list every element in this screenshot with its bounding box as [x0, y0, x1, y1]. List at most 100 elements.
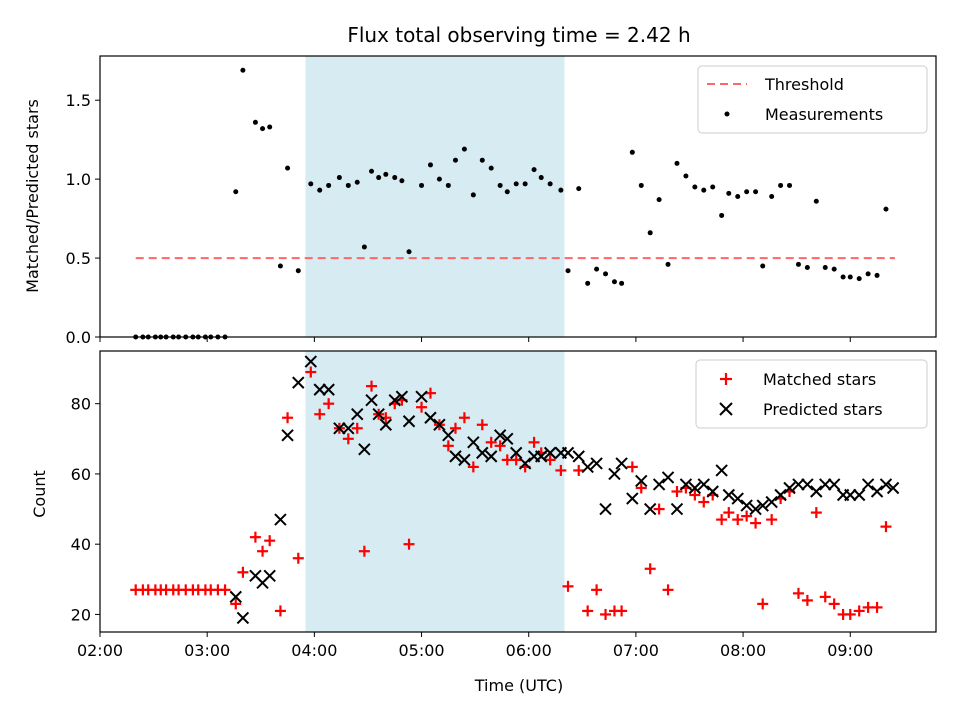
- predicted-star-point: [365, 393, 378, 407]
- matched-star-point: [249, 531, 261, 543]
- measurement-point: [619, 280, 625, 286]
- x-tick-label: 06:00: [506, 641, 552, 660]
- measurement-point: [260, 126, 266, 132]
- matched-star-point: [528, 436, 540, 448]
- predicted-star-point: [379, 418, 393, 431]
- matched-star-point: [424, 387, 436, 399]
- ratio-y-axis-label: Matched/Predicted stars: [23, 99, 42, 293]
- predicted-star-point: [819, 478, 832, 491]
- matched-star-point: [485, 436, 497, 448]
- predicted-star-point: [572, 450, 585, 463]
- predicted-star-point: [697, 478, 710, 491]
- x-tick-label: 05:00: [398, 641, 444, 660]
- measurement-point: [240, 67, 246, 73]
- predicted-star-point: [458, 453, 471, 467]
- matched-star-point: [766, 514, 778, 526]
- x-tick-label: 08:00: [720, 641, 766, 660]
- predicted-star-point: [493, 429, 507, 442]
- predicted-star-point: [467, 436, 480, 449]
- matched-star-point: [274, 605, 286, 617]
- measurement-point: [787, 182, 793, 188]
- x-tick-label: 03:00: [184, 641, 230, 660]
- measurement-point: [611, 279, 617, 285]
- predicted-star-point: [740, 499, 753, 512]
- matched-star-point: [351, 422, 363, 434]
- measurement-point: [488, 165, 494, 171]
- predicted-star-point: [304, 355, 317, 368]
- measurement-point: [479, 157, 485, 163]
- matched-star-point: [544, 454, 556, 466]
- predicted-star-point: [615, 457, 628, 470]
- predicted-star-point: [561, 446, 575, 460]
- matched-star-point: [626, 461, 638, 473]
- matched-star-point: [323, 398, 335, 410]
- measurement-point: [252, 119, 258, 125]
- measurement-point: [735, 194, 741, 199]
- measurement-point: [345, 182, 351, 188]
- count-axes-frame: [99, 350, 937, 633]
- predicted-star-point: [599, 502, 612, 516]
- measurement-point: [629, 149, 635, 155]
- predicted-star-point: [236, 611, 250, 625]
- predicted-star-point: [415, 390, 428, 403]
- predicted-star-point: [449, 450, 462, 463]
- predicted-star-point: [679, 478, 693, 491]
- predicted-star-point: [886, 481, 900, 495]
- matched-star-point: [741, 510, 753, 522]
- predicted-star-point: [433, 418, 446, 431]
- predicted-star-point: [706, 485, 719, 498]
- predicted-star-point: [792, 478, 805, 491]
- predicted-star-point: [395, 390, 409, 403]
- predicted-star-point: [274, 513, 287, 526]
- ratio-legend-box: [697, 65, 928, 134]
- legend-measurements-swatch: [724, 111, 730, 117]
- measurement-point: [840, 274, 846, 280]
- legend-predicted-swatch: [719, 402, 733, 416]
- measurement-point: [470, 192, 476, 198]
- x-tick-label: 09:00: [827, 641, 873, 660]
- predicted-star-point: [715, 464, 728, 477]
- matched-star-point: [403, 538, 415, 550]
- matched-star-point: [476, 419, 488, 431]
- measurement-point: [847, 274, 853, 280]
- count-legend-box: [695, 359, 928, 429]
- predicted-star-point: [581, 460, 594, 474]
- measurement-point: [436, 176, 442, 182]
- predicted-star-point: [281, 429, 294, 442]
- measurement-point: [874, 272, 880, 278]
- predicted-star-point: [801, 478, 814, 491]
- ratio-legend: Threshold Measurements: [697, 65, 928, 134]
- predicted-star-point: [501, 432, 514, 446]
- measurement-point: [277, 263, 283, 269]
- matched-star-point: [230, 598, 242, 610]
- measurement-point: [576, 186, 582, 192]
- measurement-point: [383, 171, 389, 177]
- measurement-point: [497, 182, 503, 188]
- predicted-star-point: [652, 478, 666, 491]
- predicted-star-point: [590, 457, 603, 470]
- measurement-point: [354, 179, 360, 185]
- matched-star-point: [219, 584, 231, 596]
- predicted-star-point: [322, 383, 335, 396]
- measurement-point: [336, 175, 342, 181]
- measurement-point: [804, 265, 810, 271]
- predicted-star-point: [342, 422, 355, 435]
- matched-star-point: [792, 587, 804, 599]
- matched-star-point: [573, 464, 585, 476]
- predicted-star-point: [844, 488, 857, 502]
- matched-star-point: [582, 605, 594, 617]
- measurement-point: [665, 261, 671, 267]
- predicted-star-point: [351, 408, 364, 421]
- matched-star-point: [591, 584, 603, 596]
- predicted-star-point: [643, 502, 657, 516]
- predicted-star-point: [783, 481, 796, 495]
- x-tick-label: 04:00: [291, 641, 337, 660]
- measurement-point: [585, 280, 591, 286]
- predicted-star-point: [535, 450, 548, 463]
- measurement-point: [692, 184, 698, 190]
- measurement-point: [760, 263, 766, 269]
- matched-star-point: [732, 514, 744, 526]
- legend-threshold-label: Threshold: [764, 75, 844, 94]
- measurement-point: [795, 261, 801, 267]
- matched-star-point: [314, 408, 326, 420]
